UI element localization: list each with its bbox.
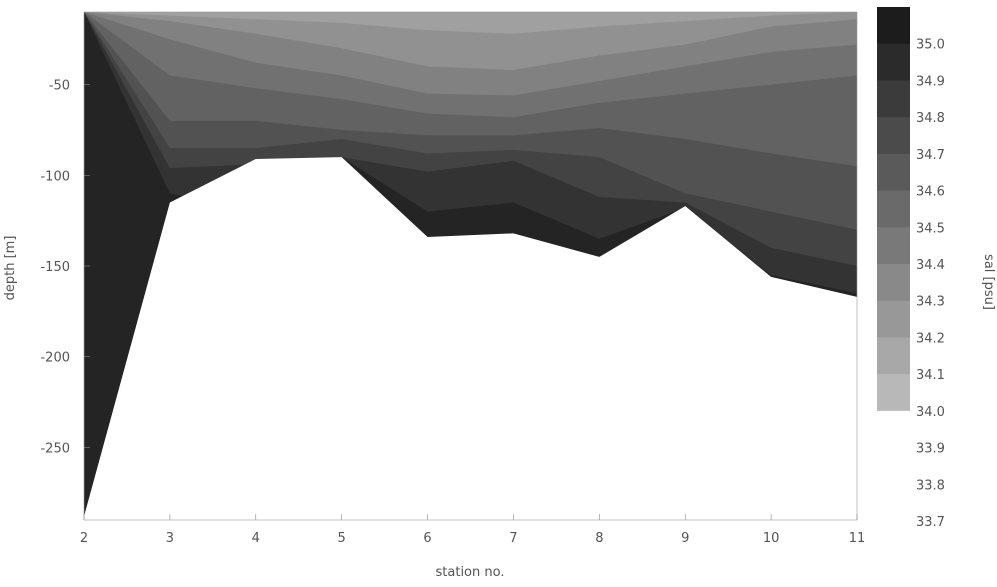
colorbar-segment — [877, 410, 910, 449]
x-tick-label: 2 — [80, 531, 88, 546]
y-axis-ticks: -50 -100 -150 -200 -250 — [40, 79, 90, 456]
low-salinity-core — [350, 12, 650, 92]
colorbar-segment — [877, 300, 910, 338]
x-tick-label: 10 — [763, 531, 780, 546]
colorbar-tick-label: 34.6 — [916, 185, 945, 200]
colorbar-segment — [877, 80, 910, 118]
y-tick-label: -250 — [40, 441, 70, 456]
colorbar-segment — [877, 117, 910, 155]
x-tick-label: 8 — [595, 531, 603, 546]
colorbar — [877, 7, 910, 522]
x-tick-label: 9 — [681, 531, 689, 546]
colorbar-tick-label: 34.8 — [916, 111, 945, 126]
colorbar-segment — [877, 264, 910, 302]
colorbar-segment — [877, 43, 910, 81]
colorbar-tick-label: 34.3 — [916, 295, 945, 310]
colorbar-segment — [877, 484, 910, 522]
colorbar-segment — [877, 190, 910, 228]
x-axis-ticks: 2 3 4 5 6 7 8 9 10 11 — [80, 514, 865, 546]
colorbar-tick-label: 34.2 — [916, 331, 945, 346]
colorbar-tick-label: 34.0 — [916, 405, 945, 420]
y-tick-label: -100 — [40, 169, 70, 184]
colorbar-tick-label: 33.9 — [916, 442, 945, 457]
colorbar-segment — [877, 447, 910, 485]
y-tick-label: -50 — [49, 79, 70, 94]
x-tick-label: 4 — [252, 531, 260, 546]
colorbar-ticks: 35.0 34.9 34.8 34.7 34.6 34.5 34.4 34.3 34.2 34.1… — [916, 38, 945, 530]
colorbar-tick-label: 34.7 — [916, 148, 945, 163]
colorbar-title: sal [psu] — [981, 254, 996, 310]
colorbar-segment — [877, 337, 910, 375]
colorbar-segment — [877, 374, 910, 412]
colorbar-tick-label: 34.9 — [916, 74, 945, 89]
x-tick-label: 5 — [338, 531, 346, 546]
plot-area — [84, 12, 857, 520]
colorbar-tick-label: 35.0 — [916, 38, 945, 53]
colorbar-tick-label: 34.5 — [916, 221, 945, 236]
y-tick-label: -200 — [40, 351, 70, 366]
colorbar-tick-label: 33.8 — [916, 478, 945, 493]
y-tick-label: -150 — [40, 260, 70, 275]
colorbar-tick-label: 34.4 — [916, 258, 945, 273]
x-axis-title: station no. — [436, 565, 505, 580]
x-tick-label: 7 — [509, 531, 517, 546]
x-tick-label: 11 — [849, 531, 866, 546]
seafloor-mask — [84, 157, 857, 520]
colorbar-segment — [877, 153, 910, 192]
y-axis-title: depth [m] — [3, 236, 18, 301]
colorbar-segment — [877, 227, 910, 265]
x-tick-label: 6 — [423, 531, 431, 546]
colorbar-segment — [877, 7, 910, 45]
colorbar-tick-label: 34.1 — [916, 368, 945, 383]
colorbar-tick-label: 33.7 — [916, 515, 945, 530]
x-tick-label: 3 — [166, 531, 174, 546]
